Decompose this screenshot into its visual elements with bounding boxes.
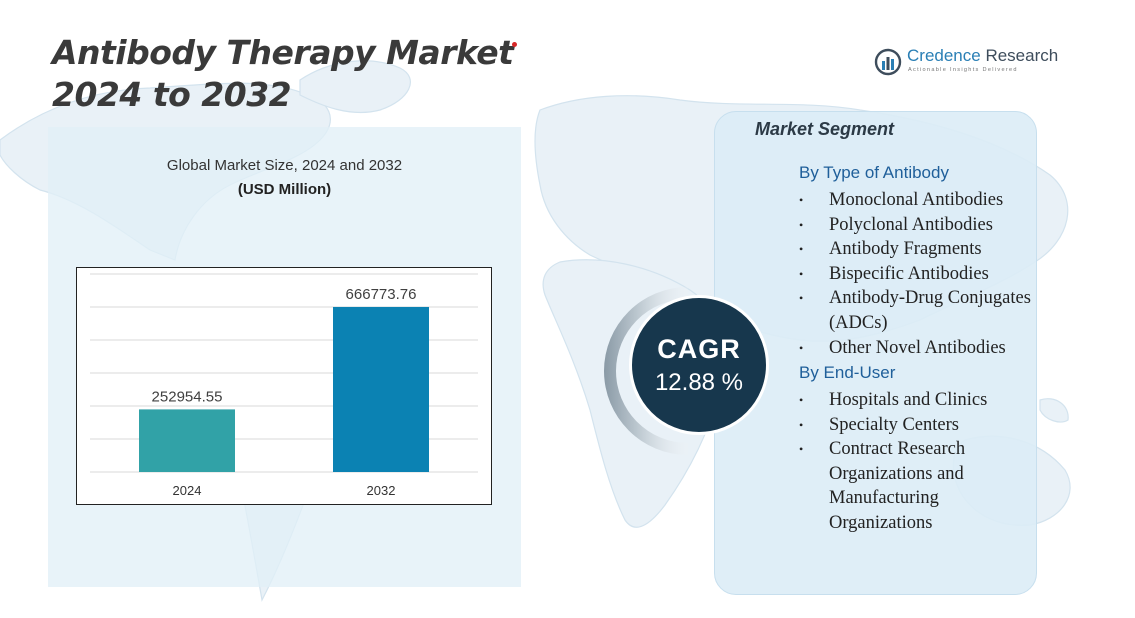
list-item-label: Polyclonal Antibodies <box>829 214 993 235</box>
logo-name-part1: Credence <box>907 46 981 65</box>
list-item: • Antibody Fragments <box>797 237 1033 262</box>
title-line-2: 2024 to 2032 <box>52 75 292 114</box>
bullet-icon: • <box>799 340 804 355</box>
bullet-icon: • <box>799 266 804 281</box>
chart-title: Global Market Size, 2024 and 2032 <box>166 157 403 174</box>
data-label-2024: 252954.55 <box>152 388 223 405</box>
end-user-list: • Hospitals and Clinics • Specialty Center… <box>797 388 1033 536</box>
antibody-type-list: • Monoclonal Antibodies • Polyclonal Antib… <box>797 188 1033 360</box>
logo-tagline: Actionable Insights Delivered <box>908 67 1018 73</box>
credence-research-logo: Credence Research Actionable Insights De… <box>874 46 1064 80</box>
list-item-label: Antibody-Drug Conjugates (ADCs) <box>829 288 1031 333</box>
cagr-badge: CAGR 12.88 % <box>629 295 769 435</box>
list-item: • Other Novel Antibodies <box>797 336 1033 361</box>
chart-frame <box>76 267 492 505</box>
cagr-value: 12.88 % <box>654 369 744 396</box>
segment-heading-type-of-antibody: By Type of Antibody <box>799 163 949 182</box>
list-item-label: Bispecific Antibodies <box>829 263 989 284</box>
page-title: Antibody Therapy Market 2024 to 2032 <box>52 32 514 116</box>
bullet-icon: • <box>799 442 804 457</box>
bar-2032 <box>333 306 429 472</box>
bullet-icon: • <box>799 242 804 257</box>
list-item: • Polyclonal Antibodies <box>797 213 1033 238</box>
list-item: • Hospitals and Clinics <box>797 388 1033 413</box>
list-item-label: Antibody Fragments <box>829 239 982 260</box>
segment-heading-end-user: By End-User <box>799 363 896 382</box>
logo-name-part2: Research <box>985 46 1059 65</box>
bar-2024 <box>139 409 235 472</box>
list-item-label: Hospitals and Clinics <box>829 390 988 410</box>
list-item: • Contract Research Organizations and Man… <box>797 437 1033 535</box>
title-line-1: Antibody Therapy Market <box>52 33 514 72</box>
bullet-icon: • <box>799 417 804 432</box>
list-item-label: Monoclonal Antibodies <box>829 190 1004 210</box>
data-label-2032: 666773.76 <box>346 286 417 303</box>
chart-unit-label: (USD Million) <box>237 181 332 198</box>
list-item: • Antibody-Drug Conjugates (ADCs) <box>797 286 1033 335</box>
list-item: • Specialty Centers <box>797 413 1033 438</box>
x-tick-label-2032: 2032 <box>367 483 396 498</box>
bullet-icon: • <box>799 393 804 407</box>
bullet-icon: • <box>799 193 804 207</box>
x-tick-label-2024: 2024 <box>173 483 202 498</box>
cagr-ring-decoration <box>604 287 688 455</box>
list-item-label: Specialty Centers <box>829 414 959 435</box>
bullet-icon: • <box>799 291 804 306</box>
logo-mark-icon <box>874 48 902 76</box>
decorative-dot <box>512 42 517 47</box>
list-item-label: Other Novel Antibodies <box>829 337 1006 358</box>
cagr-label: CAGR <box>657 334 741 364</box>
list-item-label: Contract Research Organizations and Manu… <box>829 439 966 533</box>
market-segment-title: Market Segment <box>755 119 895 139</box>
list-item: • Bispecific Antibodies <box>797 262 1033 287</box>
list-item: • Monoclonal Antibodies <box>797 188 1033 213</box>
market-size-bar-chart: 252954.55 2024 666773.76 2032 <box>76 267 492 505</box>
bullet-icon: • <box>799 217 804 232</box>
logo-name: Credence Research <box>907 46 1058 66</box>
